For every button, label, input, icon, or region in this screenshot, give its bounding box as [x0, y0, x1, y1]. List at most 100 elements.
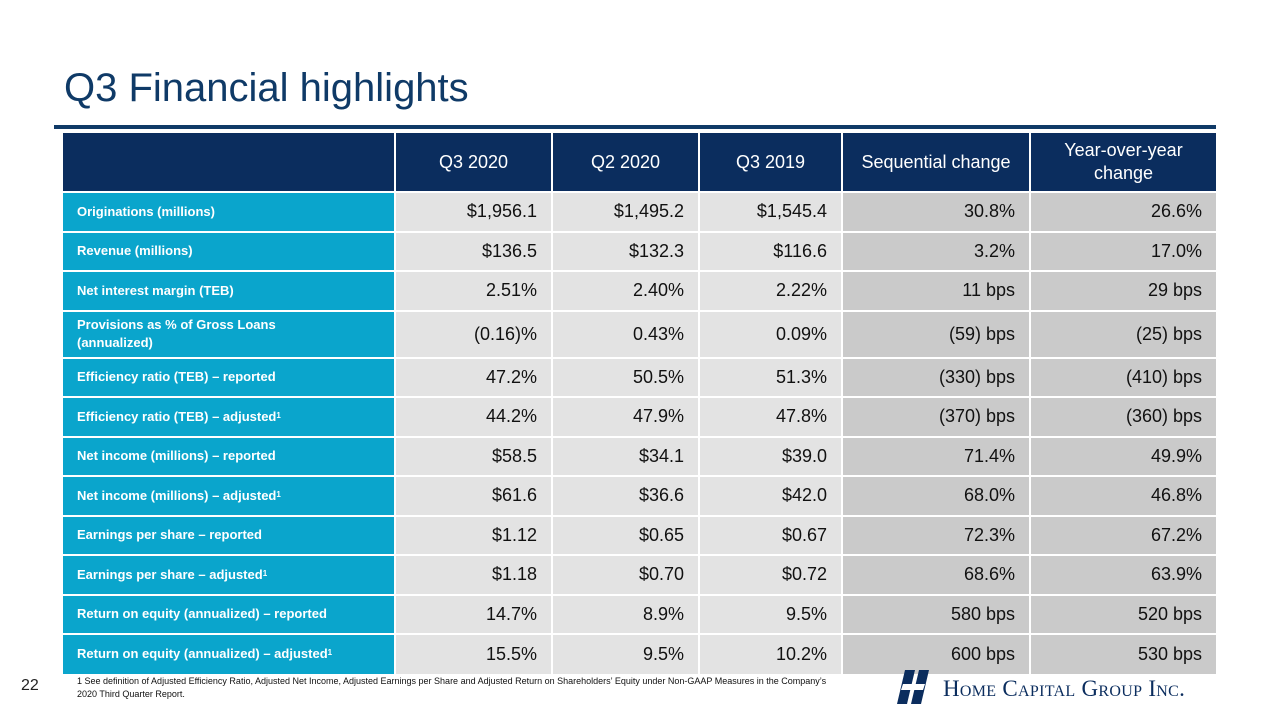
table-row: Return on equity (annualized) – adjusted… — [63, 633, 1216, 674]
cell-value: $1,956.1 — [466, 201, 537, 222]
table-cell: 63.9% — [1030, 554, 1216, 595]
row-label-text: Net interest margin (TEB) — [77, 282, 234, 298]
table-cell: $0.67 — [699, 514, 843, 555]
table-row: Net income (millions) – reported $58.5 $34… — [63, 435, 1216, 476]
table-cell: 29 bps — [1030, 270, 1216, 311]
row-label-text: Originations (millions) — [77, 203, 215, 219]
row-label-text: Return on equity (annualized) – adjusted — [77, 646, 328, 662]
cell-value: 72.3% — [963, 524, 1015, 545]
row-label: Earnings per share – reported — [63, 514, 396, 555]
table-cell: 15.5% — [395, 633, 553, 674]
table-cell: 3.2% — [842, 230, 1031, 271]
row-label: Revenue (millions) — [63, 230, 396, 271]
table-cell: (410) bps — [1030, 356, 1216, 397]
row-label: Efficiency ratio (TEB) – adjusted1 — [63, 396, 396, 437]
row-label-text: Return on equity (annualized) – reported — [77, 606, 327, 622]
table-header-row: Q3 2020 Q2 2020 Q3 2019 Sequential chang… — [63, 133, 1216, 192]
table-row: Earnings per share – adjusted1 $1.18 $0.70… — [63, 554, 1216, 595]
cell-value: 68.6% — [963, 564, 1015, 585]
table-cell: (330) bps — [842, 356, 1031, 397]
table-cell: 9.5% — [552, 633, 700, 674]
title-divider — [54, 125, 1216, 129]
table-cell: 14.7% — [395, 593, 553, 634]
table-cell: $58.5 — [395, 435, 553, 476]
cell-value: 8.9% — [642, 603, 684, 624]
table-cell: (59) bps — [842, 309, 1031, 358]
page-number: 22 — [21, 677, 39, 694]
row-label-text: Earnings per share – reported — [77, 527, 262, 543]
row-label: Originations (millions) — [63, 191, 396, 232]
table-cell: 0.43% — [552, 309, 700, 358]
row-label-text: Provisions as % of Gross Loans (annualiz… — [77, 317, 276, 350]
table-cell: $42.0 — [699, 475, 843, 516]
cell-value: 44.2% — [485, 406, 537, 427]
table-cell: (0.16)% — [395, 309, 553, 358]
table-cell: 46.8% — [1030, 475, 1216, 516]
table-cell: 17.0% — [1030, 230, 1216, 271]
cell-value: 520 bps — [1137, 603, 1202, 624]
row-label: Return on equity (annualized) – reported — [63, 593, 396, 634]
table-row: Revenue (millions) $136.5 $132.3 $116.6 3.2%… — [63, 230, 1216, 271]
cell-value: $0.65 — [638, 524, 684, 545]
table-cell: 26.6% — [1030, 191, 1216, 232]
table-cell: $36.6 — [552, 475, 700, 516]
cell-value: $132.3 — [628, 240, 684, 261]
table-cell: 71.4% — [842, 435, 1031, 476]
table-row: Earnings per share – reported $1.12 $0.65 $… — [63, 514, 1216, 555]
table-cell: 47.2% — [395, 356, 553, 397]
footnote-marker: 1 — [276, 410, 281, 420]
cell-value: 49.9% — [1150, 445, 1202, 466]
header-label-column — [63, 133, 396, 192]
table-cell: 44.2% — [395, 396, 553, 437]
cell-value: 17.0% — [1150, 240, 1202, 261]
table-cell: 9.5% — [699, 593, 843, 634]
cell-value: 530 bps — [1137, 643, 1202, 664]
row-label: Net interest margin (TEB) — [63, 270, 396, 311]
cell-value: 47.9% — [632, 406, 684, 427]
table-row: Provisions as % of Gross Loans (annualiz… — [63, 309, 1216, 358]
cell-value: 50.5% — [632, 366, 684, 387]
row-label: Earnings per share – adjusted1 — [63, 554, 396, 595]
cell-value: 2.51% — [485, 280, 537, 301]
logo-mark-icon — [897, 670, 929, 704]
table-cell: (25) bps — [1030, 309, 1216, 358]
table-cell: 51.3% — [699, 356, 843, 397]
table-cell: $61.6 — [395, 475, 553, 516]
table-cell: $0.72 — [699, 554, 843, 595]
table-cell: 8.9% — [552, 593, 700, 634]
cell-value: 14.7% — [485, 603, 537, 624]
table-body: Originations (millions) $1,956.1 $1,495.2 $… — [63, 191, 1216, 674]
table-cell: (360) bps — [1030, 396, 1216, 437]
footnote-marker: 1 — [262, 568, 268, 578]
table-cell: $1,956.1 — [395, 191, 553, 232]
row-label: Net income (millions) – adjusted1 — [63, 475, 396, 516]
cell-value: 67.2% — [1150, 524, 1202, 545]
page-title: Q3 Financial highlights — [64, 66, 469, 110]
cell-value: $61.6 — [491, 485, 537, 506]
logo-text: Home Capital Group Inc. — [943, 676, 1186, 701]
row-label-text: Revenue (millions) — [77, 243, 193, 259]
table-cell: 68.0% — [842, 475, 1031, 516]
cell-value: 47.2% — [485, 366, 537, 387]
table-cell: $132.3 — [552, 230, 700, 271]
column-header: Q3 2020 — [395, 133, 553, 192]
table-cell: 68.6% — [842, 554, 1031, 595]
cell-value: $39.0 — [781, 445, 827, 466]
company-logo: Home Capital Group Inc. — [895, 670, 1225, 706]
cell-value: $1.18 — [491, 564, 537, 585]
table-cell: $1.18 — [395, 554, 553, 595]
table-cell: 72.3% — [842, 514, 1031, 555]
column-header: Sequential change — [842, 133, 1031, 192]
table-row: Originations (millions) $1,956.1 $1,495.2 $… — [63, 191, 1216, 232]
table-cell: $0.70 — [552, 554, 700, 595]
cell-value: $0.67 — [781, 524, 827, 545]
cell-value: $34.1 — [638, 445, 684, 466]
cell-value: 3.2% — [973, 240, 1015, 261]
table-cell: 580 bps — [842, 593, 1031, 634]
table-row: Efficiency ratio (TEB) – adjusted1 44.2% 4… — [63, 396, 1216, 437]
row-label-text: Net income (millions) – reported — [77, 448, 276, 464]
cell-value: 2.40% — [632, 280, 684, 301]
cell-value: 71.4% — [963, 445, 1015, 466]
column-header: Q3 2019 — [699, 133, 843, 192]
cell-value: (370) bps — [938, 406, 1015, 427]
